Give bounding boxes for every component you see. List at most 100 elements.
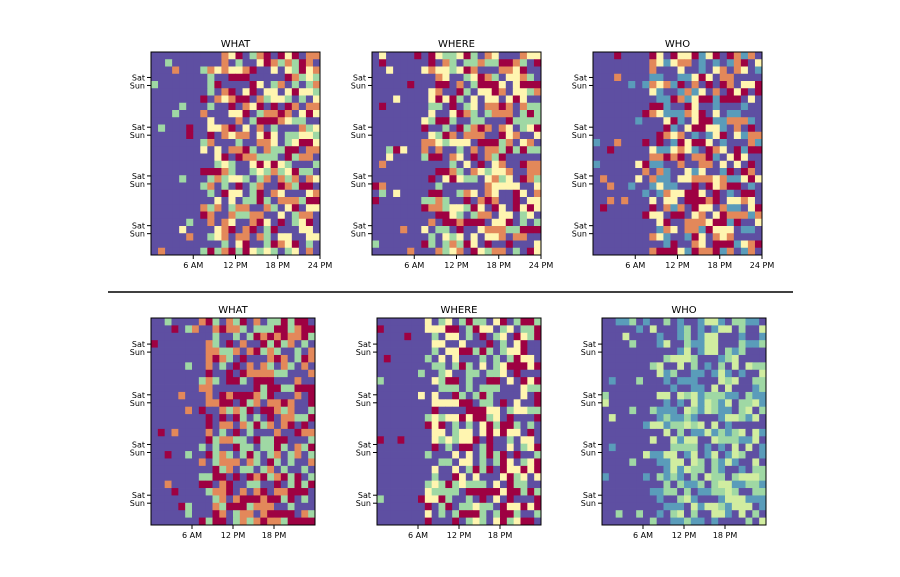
heatmap-cell [284,110,293,118]
heatmap-cell [151,233,159,241]
heatmap-cell [513,436,521,445]
heatmap-cell [498,59,507,67]
heatmap-cell [179,124,187,133]
heatmap-cell [484,131,493,140]
heatmap-cell [600,240,608,249]
heatmap-cell [593,175,601,183]
y-tick-label: Sat [353,222,366,231]
heatmap-cell [267,473,275,482]
heatmap-cell [643,377,651,385]
heatmap-cell [698,247,707,256]
heatmap-cell [526,59,535,67]
heatmap-cell [691,88,700,96]
heatmap-cell [179,226,187,234]
heatmap-cell [607,110,615,118]
heatmap-cell [274,399,282,408]
heatmap-cell [242,240,250,249]
heatmap-cell [263,189,272,198]
heatmap-cell [463,52,471,60]
heatmap-cell [718,391,726,400]
heatmap-cell [670,510,678,518]
heatmap-cell [164,495,172,504]
heatmap-cell [164,451,172,459]
heatmap-cell [472,340,480,348]
heatmap-cell [621,233,629,241]
heatmap-cell [663,421,671,430]
heatmap-cell [608,414,617,422]
heatmap-cell [498,73,507,82]
heatmap-cell [684,451,692,459]
heatmap-cell [663,160,671,169]
heatmap-cell [291,139,300,147]
heatmap-cell [305,168,314,176]
heatmap-cell [294,325,302,334]
heatmap-cell [506,436,515,445]
heatmap-cell [697,443,705,452]
heatmap-cell [414,168,422,176]
heatmap-cell [726,211,735,220]
heatmap-cell [400,88,408,96]
y-tick-label: Sun [581,399,596,408]
heatmap-cell [684,458,692,467]
heatmap-cell [726,247,735,256]
heatmap-cell [663,88,671,96]
heatmap-cell [171,414,179,422]
heatmap-cell [663,347,671,356]
heatmap-cell [418,421,426,430]
heatmap-cell [691,95,700,104]
heatmap-cell [214,139,222,147]
heatmap-cell [291,88,300,96]
heatmap-cell [752,517,760,526]
heatmap-cell [691,189,700,198]
heatmap-cell [726,102,735,111]
heatmap-cell [607,211,615,220]
heatmap-cell [151,88,159,96]
heatmap-cell [312,153,321,162]
heatmap-cell [445,517,453,526]
heatmap-cell [246,495,254,504]
heatmap-cell [621,131,629,140]
heatmap-cell [656,340,664,348]
heatmap-cell [656,391,664,400]
x-tick-label: 12 PM [447,531,472,540]
y-tick-label: Sat [132,340,145,349]
heatmap-cell [629,377,637,385]
heatmap-cell [393,59,401,67]
heatmap-cell [435,117,443,125]
heatmap-cell [377,414,385,422]
heatmap-cell [393,168,401,176]
heatmap-cell [312,182,321,191]
heatmap-cell [752,347,760,356]
heatmap-cell [712,182,721,191]
heatmap-cell [263,182,272,191]
heatmap-cell [745,510,753,518]
heatmap-cell [214,117,222,125]
heatmap-cell [226,488,234,496]
heatmap-cell [178,325,186,334]
heatmap-cell [636,391,644,400]
heatmap-cell [498,233,507,241]
heatmap-cell [428,240,436,249]
heatmap-cell [192,510,200,518]
heatmap-cell [643,421,651,430]
heatmap-cell [253,406,261,415]
heatmap-cell [393,247,401,256]
heatmap-cell [386,247,394,256]
heatmap-cell [445,414,453,422]
heatmap-cell [235,124,243,133]
heatmap-cell [438,451,446,459]
heatmap-cell [498,218,507,227]
heatmap-cell [491,59,500,67]
heatmap-cell [486,340,494,348]
heatmap-cell [452,406,460,415]
heatmap-cell [754,131,763,140]
heatmap-cell [472,332,480,341]
heatmap-cell [407,131,415,140]
heatmap-cell [165,110,173,118]
heatmap-cell [740,124,749,133]
heatmap-cell [608,510,617,518]
heatmap-cell [663,124,671,133]
heatmap-cell [465,480,474,489]
heatmap-cell [684,347,692,356]
heatmap-cell [219,517,227,526]
